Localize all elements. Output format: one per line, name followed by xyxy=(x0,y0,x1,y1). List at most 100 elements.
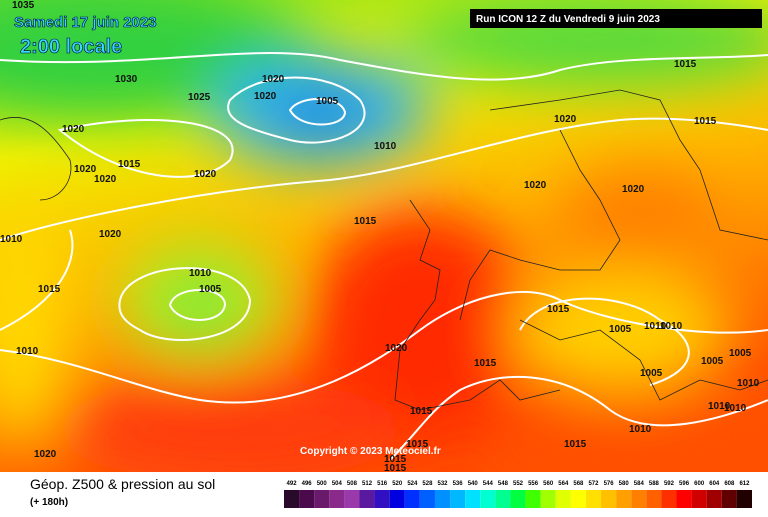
legend-swatch xyxy=(480,490,496,508)
isobar-label: 1030 xyxy=(115,74,138,85)
run-info: Run ICON 12 Z du Vendredi 9 juin 2023 xyxy=(476,14,660,25)
local-time: 2:00 locale xyxy=(20,36,122,58)
isobar-label: 1010 xyxy=(644,321,667,332)
legend-swatch xyxy=(721,490,737,508)
legend-swatch xyxy=(706,490,722,508)
legend-label: 540 xyxy=(468,481,479,487)
legend-label: 588 xyxy=(649,481,660,487)
isobar-label: 1015 xyxy=(547,304,570,315)
legend-swatch xyxy=(465,490,481,508)
legend-swatch xyxy=(616,490,632,508)
legend-label: 592 xyxy=(664,481,675,487)
isobar-label: 1020 xyxy=(74,164,97,175)
legend-swatch xyxy=(555,490,571,508)
legend-swatch xyxy=(359,490,375,508)
legend-swatch xyxy=(450,490,466,508)
legend-swatch xyxy=(374,490,390,508)
isobar-label: 1015 xyxy=(564,439,587,450)
isobar-label: 1020 xyxy=(524,180,547,191)
legend-swatch xyxy=(661,490,677,508)
isobar-label: 1010 xyxy=(16,346,39,357)
isobar-label: 1010 xyxy=(0,234,23,245)
legend-label: 580 xyxy=(619,481,630,487)
legend-label: 556 xyxy=(528,481,539,487)
isobar-label: 1010 xyxy=(660,321,683,332)
isobar-label: 1020 xyxy=(622,184,645,195)
isobar-label: 1010 xyxy=(629,424,652,435)
copyright: Copyright © 2023 Meteociel.fr xyxy=(300,446,441,457)
isobar-label: 1020 xyxy=(94,174,117,185)
legend-swatch xyxy=(510,490,526,508)
legend-label: 500 xyxy=(317,481,328,487)
isobar-label: 1015 xyxy=(38,284,61,295)
isobar-label: 1015 xyxy=(384,454,407,465)
legend-label: 600 xyxy=(694,481,705,487)
run-box xyxy=(470,9,762,28)
isobar-label: 1025 xyxy=(188,92,211,103)
legend-label: 512 xyxy=(362,481,373,487)
isobar-label: 1010 xyxy=(374,141,397,152)
isobar-label: 1015 xyxy=(384,463,407,474)
header: Samedi 17 juin 2023 2:00 locale Run ICON… xyxy=(14,9,762,58)
legend-swatch xyxy=(434,490,451,508)
legend: 492 496 500 504 508 512 516 520 524 528 532 536 540 5… xyxy=(284,481,752,508)
legend-swatch xyxy=(646,490,662,508)
isobar-label: 1020 xyxy=(385,343,408,354)
legend-label: 504 xyxy=(332,481,343,487)
legend-label: 572 xyxy=(588,481,599,487)
isobar-label: 1020 xyxy=(262,74,285,85)
isobar-label: 1020 xyxy=(554,114,577,125)
isobar-label: 1005 xyxy=(701,356,724,367)
legend-label: 604 xyxy=(709,481,720,487)
legend-label: 548 xyxy=(498,481,509,487)
legend-swatch xyxy=(540,490,556,508)
legend-swatch xyxy=(736,490,752,508)
isobar-label: 1020 xyxy=(194,169,217,180)
legend-swatch xyxy=(631,490,647,508)
legend-label: 516 xyxy=(377,481,388,487)
isobar-label: 1010 xyxy=(708,401,731,412)
isobar-label: 1020 xyxy=(62,124,85,135)
isobar-label: 1020 xyxy=(254,91,277,102)
legend-swatch xyxy=(676,490,692,508)
isobar-label: 1010 xyxy=(737,378,760,389)
legend-label: 608 xyxy=(724,481,735,487)
legend-label: 496 xyxy=(302,481,313,487)
legend-label: 532 xyxy=(438,481,449,487)
footer-title: Géop. Z500 & pression au sol xyxy=(30,476,215,492)
isobar-label: 1005 xyxy=(199,284,222,295)
isobar-label: 1015 xyxy=(354,216,377,227)
isobar-label: 1005 xyxy=(640,368,663,379)
legend-label: 508 xyxy=(347,481,358,487)
date: Samedi 17 juin 2023 xyxy=(14,14,157,31)
legend-swatch xyxy=(495,490,511,508)
legend-label: 492 xyxy=(287,481,298,487)
legend-swatch xyxy=(404,490,420,508)
isobar-label: 1005 xyxy=(609,324,632,335)
legend-label: 584 xyxy=(634,481,645,487)
legend-swatch xyxy=(570,490,586,508)
legend-label: 564 xyxy=(558,481,569,487)
legend-swatch xyxy=(314,490,330,508)
legend-swatch xyxy=(299,490,315,508)
legend-swatch xyxy=(691,490,707,508)
legend-swatch xyxy=(419,490,435,508)
isobar-label: 1015 xyxy=(410,406,433,417)
isobar-label: 1015 xyxy=(118,159,141,170)
isobar-label: 1015 xyxy=(406,439,429,450)
isobars xyxy=(0,51,768,461)
legend-label: 552 xyxy=(513,481,524,487)
legend-label: 560 xyxy=(543,481,554,487)
legend-swatch xyxy=(525,490,541,508)
isobar-label: 1020 xyxy=(99,229,122,240)
isobar-label: 1015 xyxy=(674,59,697,70)
legend-label: 576 xyxy=(604,481,615,487)
legend-label: 520 xyxy=(392,481,403,487)
legend-swatch xyxy=(389,490,405,508)
legend-label: 528 xyxy=(422,481,433,487)
legend-swatch xyxy=(284,490,300,508)
legend-label: 568 xyxy=(573,481,584,487)
isobar-label: 1005 xyxy=(729,348,752,359)
